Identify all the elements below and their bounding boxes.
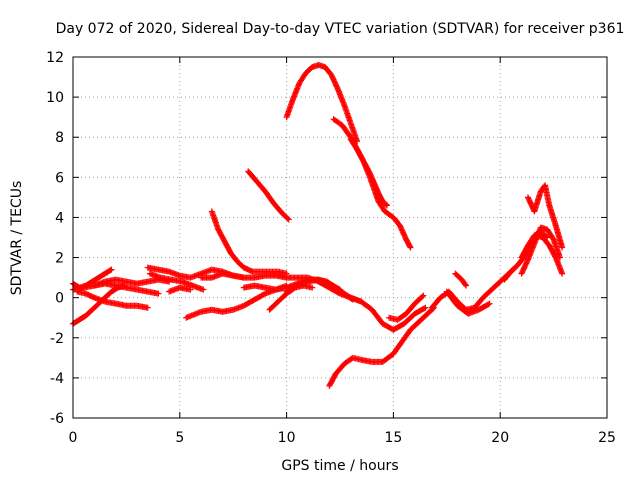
series-arc-27 [524,182,566,251]
data-point [309,284,316,291]
series-arc-22 [428,262,521,313]
x-tick-labels: 0 5 10 15 20 25 [69,430,616,446]
x-tick-label: 10 [278,430,296,446]
series-arc-18 [347,136,390,209]
data-point [463,282,470,289]
series-arc-20 [326,304,437,389]
data-point [559,270,566,277]
data-marks [70,62,566,389]
tick-marks [72,56,608,419]
data-point [543,233,550,240]
data-point [485,301,492,308]
series-arc-21 [386,292,427,323]
y-tick-label: 6 [55,170,64,186]
data-point [559,244,566,251]
data-point [107,267,114,274]
data-point [382,201,389,208]
series-arc-8 [166,284,194,295]
y-tick-label: 4 [55,210,64,226]
series-arc-28 [518,228,551,261]
data-point [462,281,469,288]
data-point [406,243,413,250]
plot-frame [72,56,608,419]
series-arc-26 [518,224,564,277]
y-tick-label: 8 [55,130,64,146]
x-tick-label: 20 [491,430,509,446]
x-tick-label: 25 [598,430,616,446]
data-point [290,285,297,292]
data-point [284,215,291,222]
data-point [486,300,493,307]
data-point [544,234,551,241]
chart-title: Day 072 of 2020, Sidereal Day-to-day VTE… [56,21,625,37]
data-point [422,304,429,311]
y-tick-label: 10 [46,90,64,106]
data-point [108,266,115,273]
data-point [407,244,414,251]
data-point [200,286,207,293]
series-arc-24 [452,270,470,289]
data-point [187,286,194,293]
data-point [557,254,564,261]
x-tick-label: 5 [175,430,184,446]
y-tick-label: 2 [55,251,64,267]
series-arc-15 [266,282,316,313]
data-point [420,292,427,299]
data-point [144,304,151,311]
series-arc-23 [443,288,493,317]
data-point [285,216,292,223]
data-point [549,235,556,242]
x-tick-label: 15 [384,430,402,446]
y-tick-label: -2 [50,331,64,347]
data-point [419,293,426,300]
series-arc-19 [315,278,429,333]
series-arc-13 [245,168,292,223]
data-point [155,290,162,297]
y-tick-label: -6 [50,411,64,427]
y-tick-label: 12 [46,50,64,66]
y-tick-label: 0 [55,291,64,307]
y-axis-label: SDTVAR / TECUs [9,181,25,296]
series-arc-9 [208,208,290,277]
data-point [421,305,428,312]
gridlines [73,57,607,418]
x-tick-label: 0 [69,430,78,446]
series-arc-16 [283,62,361,145]
y-tick-labels: -6 -4 -2 0 2 4 6 8 10 12 [46,50,64,427]
data-point [383,202,390,209]
y-tick-label: -4 [50,371,64,387]
x-axis-label: GPS time / hours [281,458,398,474]
series-arc-7 [146,270,207,293]
